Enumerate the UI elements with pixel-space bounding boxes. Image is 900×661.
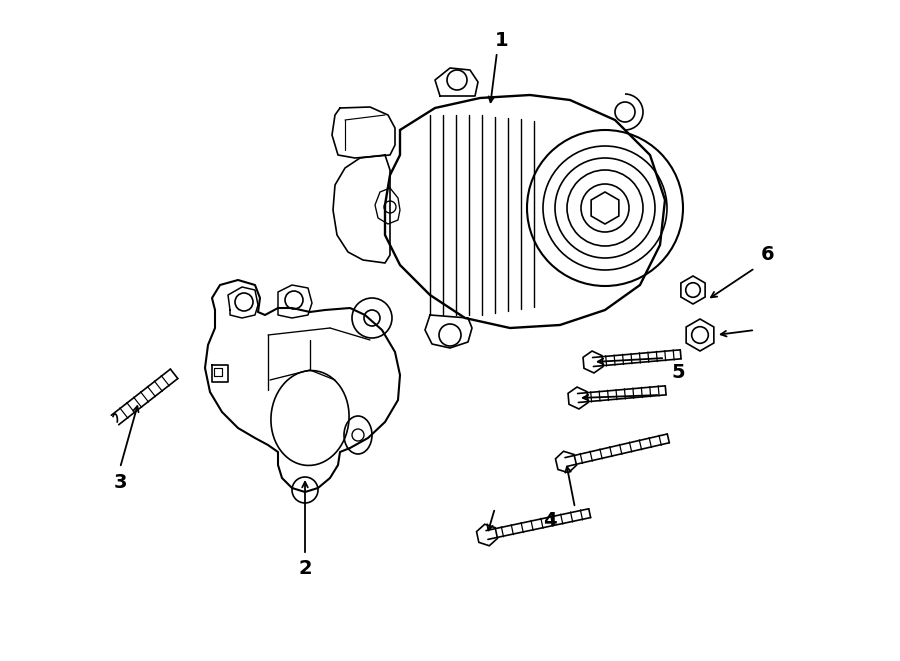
Text: 6: 6 (761, 245, 775, 264)
Text: 3: 3 (113, 473, 127, 492)
Polygon shape (591, 192, 619, 224)
Polygon shape (555, 451, 577, 473)
Polygon shape (681, 276, 705, 304)
Text: 4: 4 (544, 510, 557, 529)
Text: 1: 1 (495, 30, 508, 50)
Polygon shape (476, 524, 498, 546)
Text: 5: 5 (671, 364, 685, 383)
Polygon shape (686, 319, 714, 351)
Polygon shape (583, 351, 603, 373)
Text: 2: 2 (298, 559, 311, 578)
Polygon shape (568, 387, 588, 409)
